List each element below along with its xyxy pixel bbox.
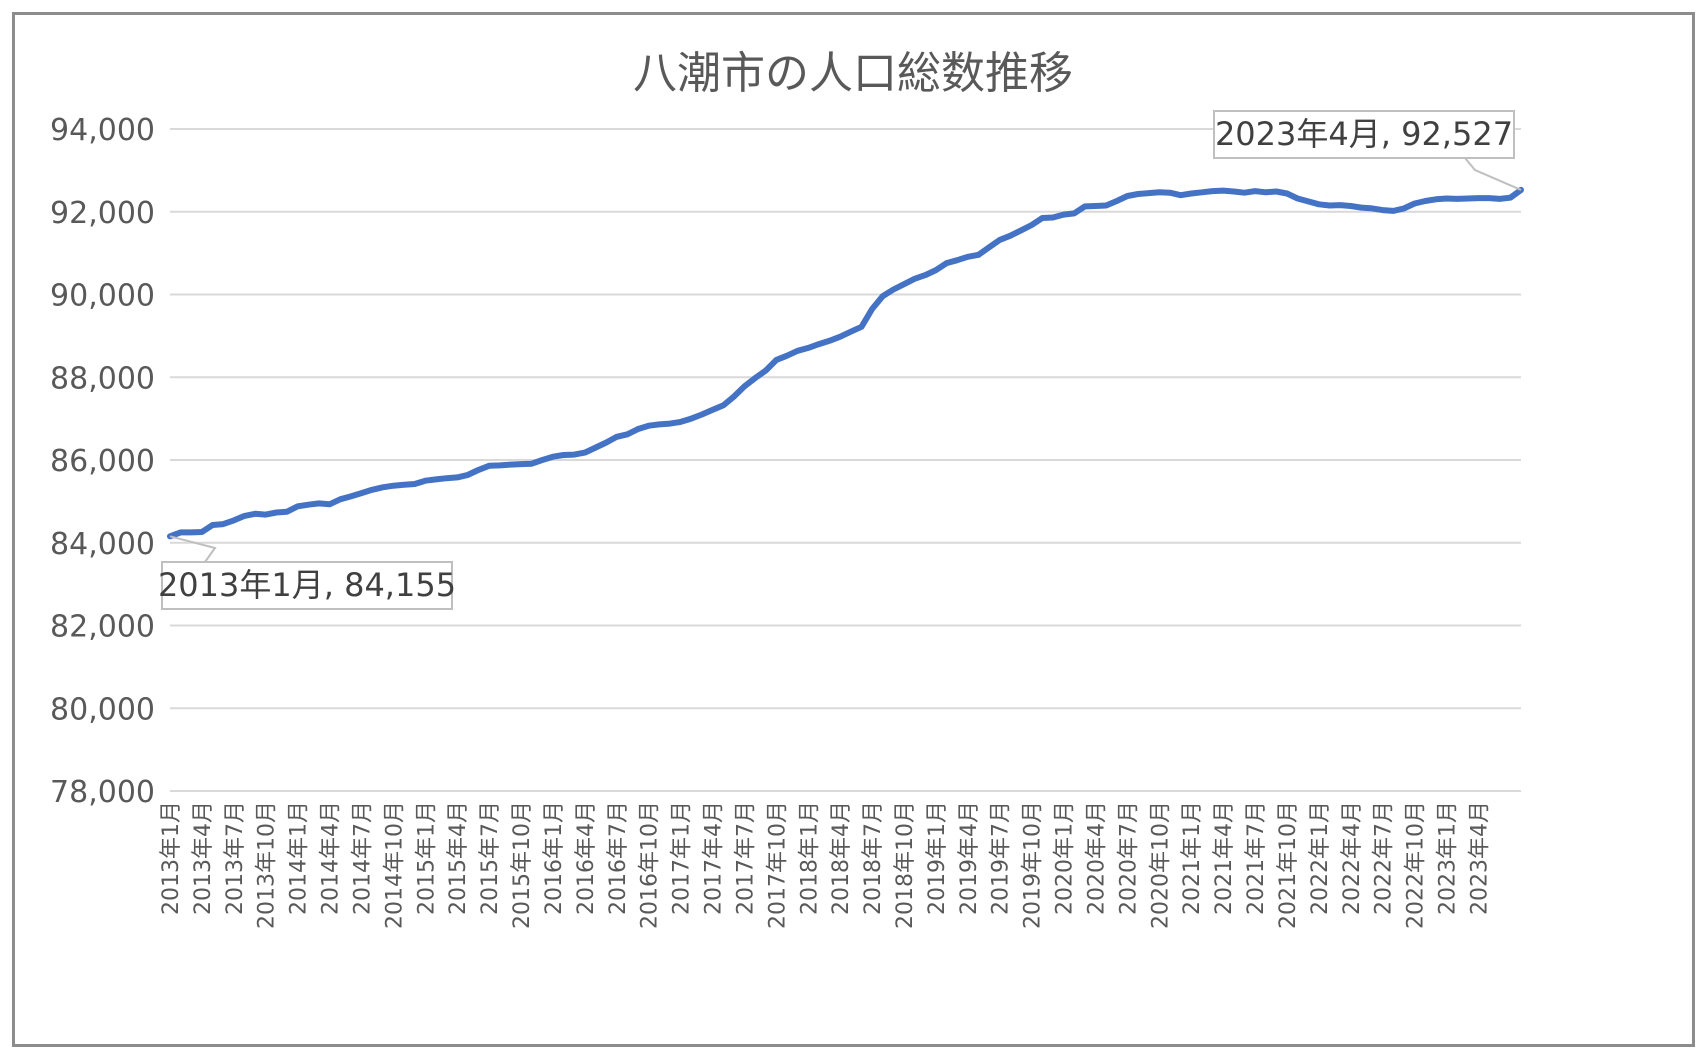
x-tick-label: 2016年1月 — [542, 801, 567, 915]
x-tick-label: 2020年7月 — [1116, 801, 1141, 915]
y-tick-label: 86,000 — [50, 444, 155, 479]
x-tick-label: 2021年4月 — [1212, 801, 1237, 915]
x-tick-label: 2015年10月 — [510, 801, 535, 929]
population-series-line — [167, 186, 1524, 540]
data-label: 2023年4月, 92,527 — [1215, 115, 1513, 153]
gridlines — [170, 128, 1521, 792]
chart-title: 八潮市の人口総数推移 — [633, 48, 1073, 99]
y-tick-label: 94,000 — [50, 113, 155, 148]
x-tick-label: 2021年10月 — [1276, 801, 1301, 929]
callout-leader — [1464, 157, 1522, 191]
callout-box — [161, 561, 453, 610]
y-tick-label: 82,000 — [50, 610, 155, 645]
x-tick-label: 2014年10月 — [382, 801, 407, 929]
x-tick-label: 2015年1月 — [414, 801, 439, 915]
x-tick-label: 2014年4月 — [319, 801, 344, 915]
x-tick-label: 2017年7月 — [733, 801, 758, 915]
y-tick-label: 80,000 — [50, 692, 155, 727]
y-tick-label: 92,000 — [50, 196, 155, 231]
x-tick-label: 2022年10月 — [1404, 801, 1429, 929]
data-callouts: 2013年1月, 84,155 2023年4月, 92,527 — [158, 110, 1522, 610]
chart-frame: 八潮市の人口総数推移 94,000 92,000 90,000 88,000 86,00… — [12, 12, 1695, 1047]
population-line-chart: 八潮市の人口総数推移 94,000 92,000 90,000 88,000 86,00… — [50, 48, 1524, 929]
x-tick-label: 2019年7月 — [989, 801, 1014, 915]
x-tick-label: 2021年1月 — [1180, 801, 1205, 915]
data-label: 2013年1月, 84,155 — [158, 566, 456, 604]
x-tick-label: 2013年7月 — [223, 801, 248, 915]
x-tick-label: 2017年1月 — [670, 801, 695, 915]
x-tick-label: 2014年1月 — [287, 801, 312, 915]
x-tick-label: 2016年4月 — [574, 801, 599, 915]
x-tick-label: 2020年4月 — [1084, 801, 1109, 915]
x-tick-label: 2015年7月 — [478, 801, 503, 915]
x-tick-label: 2019年1月 — [925, 801, 950, 915]
x-axis-ticks: 2013年1月 2013年4月 2013年7月 2013年10月 2014年1月 2014… — [159, 801, 1492, 929]
x-tick-label: 2022年4月 — [1340, 801, 1365, 915]
x-tick-label: 2015年4月 — [446, 801, 471, 915]
y-tick-label: 78,000 — [50, 775, 155, 810]
x-tick-label: 2021年7月 — [1244, 801, 1269, 915]
x-tick-label: 2020年1月 — [1053, 801, 1078, 915]
x-tick-label: 2017年4月 — [702, 801, 727, 915]
x-tick-label: 2022年1月 — [1308, 801, 1333, 915]
x-tick-label: 2014年7月 — [350, 801, 375, 915]
x-tick-label: 2018年7月 — [861, 801, 886, 915]
x-tick-label: 2023年1月 — [1436, 801, 1461, 915]
x-tick-label: 2016年7月 — [606, 801, 631, 915]
x-tick-label: 2019年10月 — [1021, 801, 1046, 929]
y-axis-ticks: 94,000 92,000 90,000 88,000 86,000 84,000 82,0… — [50, 113, 155, 810]
x-tick-label: 2018年1月 — [797, 801, 822, 915]
x-tick-label: 2019年4月 — [957, 801, 982, 915]
y-tick-label: 88,000 — [50, 361, 155, 396]
x-tick-label: 2023年4月 — [1467, 801, 1492, 915]
callout-leader — [169, 535, 217, 563]
x-tick-label: 2017年10月 — [765, 801, 790, 929]
x-tick-label: 2013年1月 — [159, 801, 184, 915]
y-tick-label: 84,000 — [50, 527, 155, 562]
x-tick-label: 2016年10月 — [638, 801, 663, 929]
callout-box — [1213, 110, 1515, 159]
x-tick-label: 2018年10月 — [893, 801, 918, 929]
x-tick-label: 2013年4月 — [191, 801, 216, 915]
x-tick-label: 2022年7月 — [1372, 801, 1397, 915]
y-tick-label: 90,000 — [50, 279, 155, 314]
x-tick-label: 2018年4月 — [829, 801, 854, 915]
x-tick-label: 2013年10月 — [255, 801, 280, 929]
x-tick-label: 2020年10月 — [1148, 801, 1173, 929]
